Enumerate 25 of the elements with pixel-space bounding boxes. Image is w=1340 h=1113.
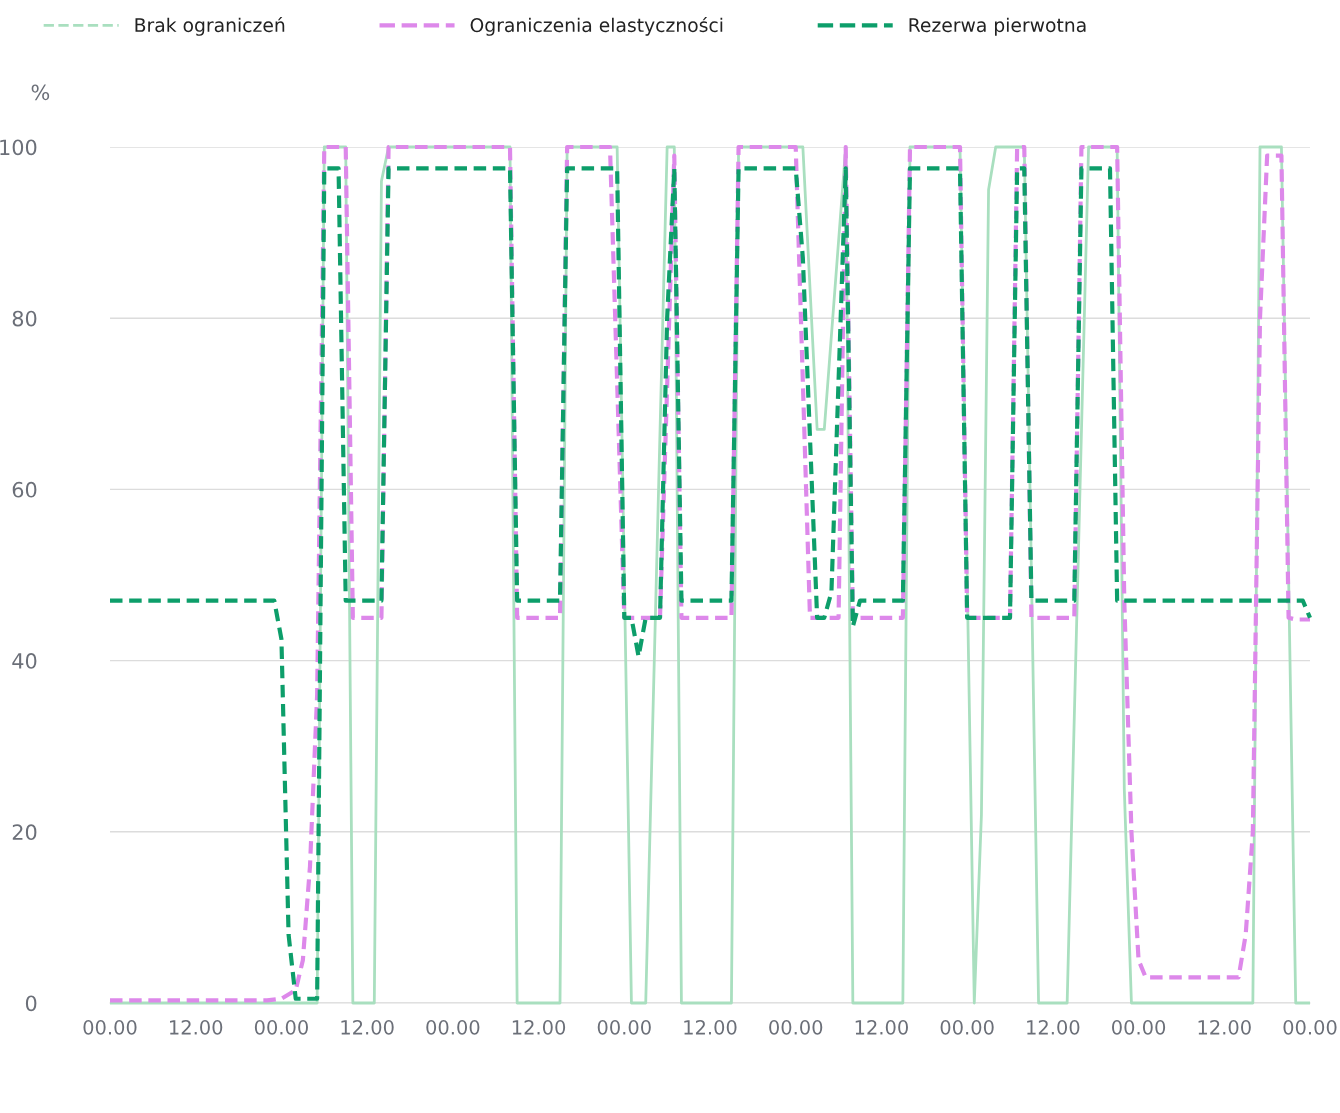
y-tick-label: 0: [25, 995, 37, 1012]
x-tick-label: 12.00: [341, 1020, 394, 1035]
legend-label: Ograniczenia elastyczności: [470, 16, 723, 36]
legend-label: Brak ograniczeń: [135, 16, 285, 36]
x-tick-label: 12.00: [855, 1020, 908, 1035]
x-tick-label: 00.00: [1283, 1020, 1337, 1035]
x-tick-label: 00.00: [83, 1020, 137, 1035]
legend-label: Rezerwa pierwotna: [909, 17, 1086, 36]
x-tick-label: 12.00: [1198, 1020, 1251, 1035]
x-tick-label: 00.00: [597, 1020, 651, 1035]
x-tick-label: 12.00: [684, 1020, 737, 1035]
x-tick-label: 00.00: [426, 1020, 480, 1035]
x-tick-label: 12.00: [1027, 1020, 1080, 1035]
x-tick-label: 12.00: [512, 1020, 566, 1035]
y-tick-label: 40: [12, 653, 37, 669]
y-tick-label: 80: [12, 310, 37, 327]
x-tick-label: 00.00: [254, 1020, 308, 1035]
y-tick-label: 20: [12, 824, 37, 841]
y-axis-title: %: [31, 84, 50, 101]
x-tick-label: 12.00: [170, 1020, 223, 1035]
x-tick-label: 00.00: [769, 1020, 823, 1035]
y-tick-label: 60: [12, 481, 37, 498]
x-tick-label: 00.00: [940, 1020, 994, 1035]
y-tick-label: 100: [0, 139, 37, 156]
x-tick-label: 00.00: [1112, 1020, 1166, 1035]
